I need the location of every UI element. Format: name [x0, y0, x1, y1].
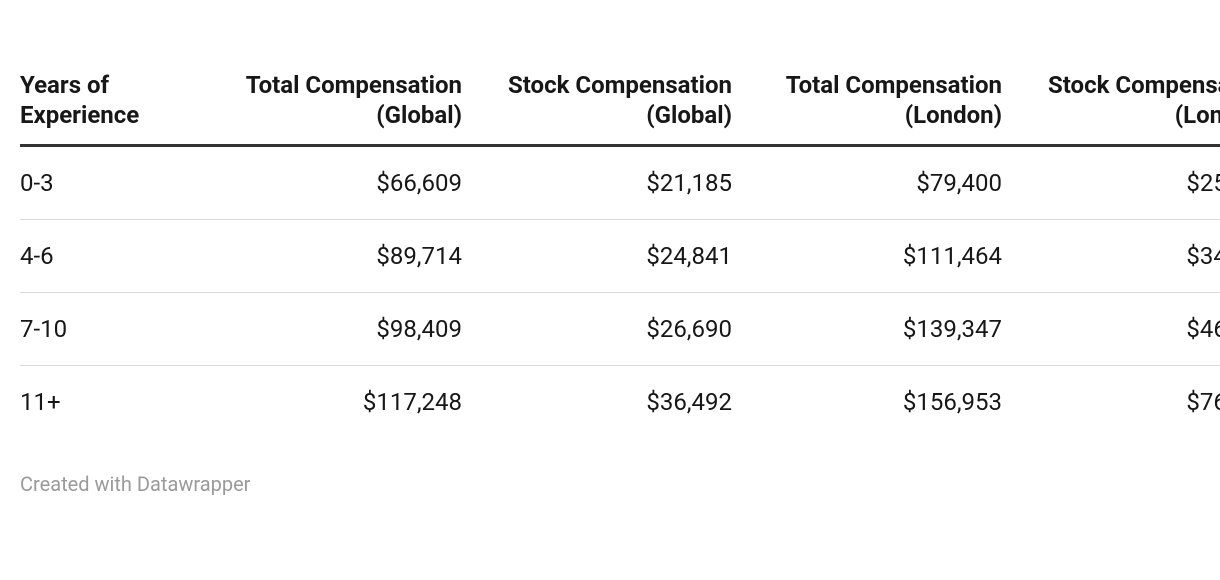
col-header-stock-global: Stock Compensation (Global)	[480, 60, 750, 146]
cell-years: 4-6	[20, 220, 210, 293]
col-header-years: Years of Experience	[20, 60, 210, 146]
table-row: 0-3 $66,609 $21,185 $79,400 $25,000	[20, 146, 1220, 220]
cell-stock-london: $34,434	[1020, 220, 1220, 293]
col-header-total-london: Total Compensation (London)	[750, 60, 1020, 146]
cell-stock-global: $36,492	[480, 366, 750, 439]
cell-stock-global: $26,690	[480, 293, 750, 366]
cell-total-global: $98,409	[210, 293, 480, 366]
cell-stock-global: $24,841	[480, 220, 750, 293]
cell-total-london: $139,347	[750, 293, 1020, 366]
table-row: 4-6 $89,714 $24,841 $111,464 $34,434	[20, 220, 1220, 293]
attribution-text: Created with Datawrapper	[20, 438, 1220, 496]
compensation-table: Years of Experience Total Compensation (…	[20, 60, 1220, 438]
cell-stock-london: $76,667	[1020, 366, 1220, 439]
cell-total-global: $89,714	[210, 220, 480, 293]
compensation-table-container: Years of Experience Total Compensation (…	[20, 60, 1220, 496]
table-row: 7-10 $98,409 $26,690 $139,347 $46,464	[20, 293, 1220, 366]
cell-total-global: $66,609	[210, 146, 480, 220]
cell-total-london: $156,953	[750, 366, 1020, 439]
cell-years: 11+	[20, 366, 210, 439]
col-header-stock-london: Stock Compensation (London)	[1020, 60, 1220, 146]
table-header-row: Years of Experience Total Compensation (…	[20, 60, 1220, 146]
cell-stock-london: $25,000	[1020, 146, 1220, 220]
cell-years: 7-10	[20, 293, 210, 366]
cell-stock-global: $21,185	[480, 146, 750, 220]
cell-total-london: $79,400	[750, 146, 1020, 220]
table-row: 11+ $117,248 $36,492 $156,953 $76,667	[20, 366, 1220, 439]
col-header-total-global: Total Compensation (Global)	[210, 60, 480, 146]
cell-stock-london: $46,464	[1020, 293, 1220, 366]
cell-total-global: $117,248	[210, 366, 480, 439]
cell-years: 0-3	[20, 146, 210, 220]
cell-total-london: $111,464	[750, 220, 1020, 293]
